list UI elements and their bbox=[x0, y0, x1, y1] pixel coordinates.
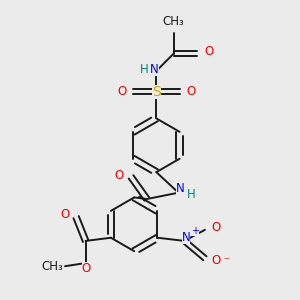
Text: O: O bbox=[114, 169, 124, 182]
Text: O: O bbox=[82, 262, 91, 275]
Text: H: H bbox=[140, 63, 149, 76]
Text: O: O bbox=[61, 208, 70, 220]
Text: O: O bbox=[117, 85, 126, 98]
Text: ⁻: ⁻ bbox=[223, 256, 230, 268]
Text: O: O bbox=[205, 46, 214, 59]
Text: O: O bbox=[187, 85, 196, 98]
Text: N: N bbox=[182, 231, 190, 244]
Text: CH₃: CH₃ bbox=[41, 260, 63, 273]
Text: H: H bbox=[188, 188, 196, 201]
Text: N: N bbox=[150, 63, 159, 76]
Text: N: N bbox=[176, 182, 184, 195]
Text: S: S bbox=[152, 85, 161, 98]
Text: CH₃: CH₃ bbox=[163, 15, 184, 28]
Text: O: O bbox=[211, 254, 220, 267]
Text: +: + bbox=[191, 226, 199, 236]
Text: O: O bbox=[211, 221, 220, 234]
